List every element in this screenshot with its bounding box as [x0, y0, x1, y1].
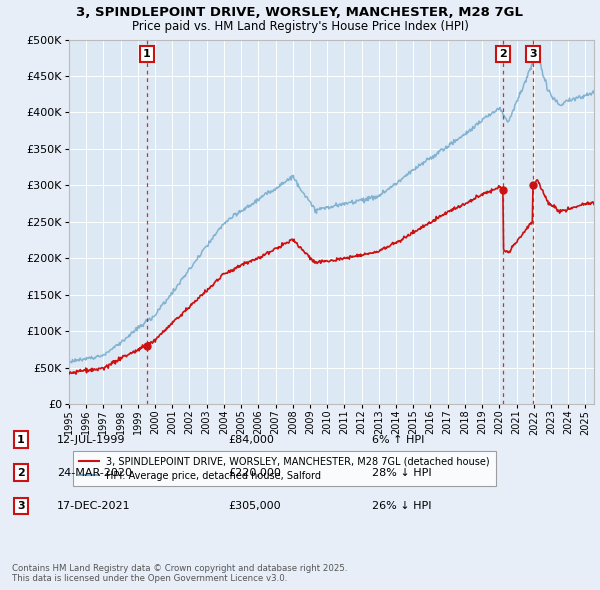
- Text: Contains HM Land Registry data © Crown copyright and database right 2025.
This d: Contains HM Land Registry data © Crown c…: [12, 563, 347, 583]
- Text: 3: 3: [529, 49, 537, 59]
- Text: 1: 1: [143, 49, 151, 59]
- Text: 3, SPINDLEPOINT DRIVE, WORSLEY, MANCHESTER, M28 7GL: 3, SPINDLEPOINT DRIVE, WORSLEY, MANCHEST…: [77, 6, 523, 19]
- Text: £84,000: £84,000: [228, 435, 274, 444]
- Text: 3: 3: [17, 501, 25, 510]
- Text: 1: 1: [17, 435, 25, 444]
- Text: 2: 2: [17, 468, 25, 477]
- Text: 28% ↓ HPI: 28% ↓ HPI: [372, 468, 431, 477]
- Text: 6% ↑ HPI: 6% ↑ HPI: [372, 435, 424, 444]
- Text: 17-DEC-2021: 17-DEC-2021: [57, 501, 131, 510]
- Text: 12-JUL-1999: 12-JUL-1999: [57, 435, 125, 444]
- Text: 2: 2: [499, 49, 507, 59]
- Text: 26% ↓ HPI: 26% ↓ HPI: [372, 501, 431, 510]
- Text: £220,000: £220,000: [228, 468, 281, 477]
- Text: 24-MAR-2020: 24-MAR-2020: [57, 468, 132, 477]
- Text: £305,000: £305,000: [228, 501, 281, 510]
- Text: Price paid vs. HM Land Registry's House Price Index (HPI): Price paid vs. HM Land Registry's House …: [131, 20, 469, 33]
- Legend: 3, SPINDLEPOINT DRIVE, WORSLEY, MANCHESTER, M28 7GL (detached house), HPI: Avera: 3, SPINDLEPOINT DRIVE, WORSLEY, MANCHEST…: [73, 451, 496, 487]
